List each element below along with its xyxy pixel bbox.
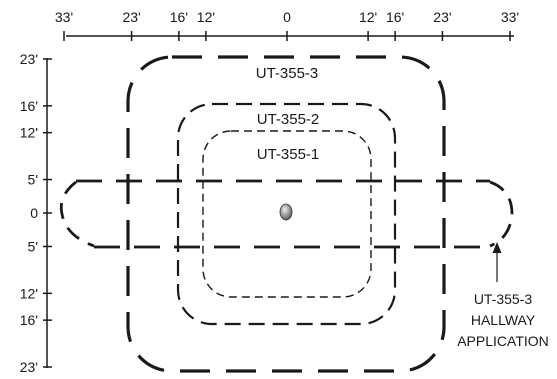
callout-line-3: APPLICATION: [457, 333, 549, 349]
y-tick-label: 16': [20, 98, 38, 114]
callout-arrowhead-icon: [492, 242, 502, 253]
x-tick-label: 33': [501, 9, 519, 25]
y-tick-label: 12': [20, 125, 38, 141]
x-axis: 33' 23' 16' 12' 0 12' 16' 23' 33': [55, 9, 519, 41]
x-tick-label: 0: [283, 9, 291, 25]
sensor-icon: [279, 203, 293, 221]
y-tick-label: 0: [30, 205, 38, 221]
zone-label-ut-355-2-text: UT-355-2: [257, 111, 320, 128]
y-axis: 23' 16' 12' 5' 0 5' 12' 16' 23': [20, 51, 52, 375]
zone-label-ut-355-1-text: UT-355-1: [257, 146, 320, 163]
y-tick-label: 23': [20, 359, 38, 375]
y-tick-label: 16': [20, 312, 38, 328]
zone-label-ut-355-3-text: UT-355-3: [256, 65, 319, 82]
x-tick-label: 16': [170, 9, 188, 25]
x-tick-label: 33': [55, 9, 73, 25]
hallway-right-cap: [489, 180, 514, 248]
y-tick-label: 5': [28, 172, 38, 188]
x-tick-label: 12': [197, 9, 215, 25]
zone-label-ut-355-1: UT-355-1: [250, 144, 326, 163]
zone-label-ut-355-1-backing: [250, 144, 326, 163]
zone-ut-355-2-outline: [176, 102, 397, 326]
zone-label-ut-355-3: UT-355-3: [250, 63, 326, 82]
x-tick-label: 23': [433, 9, 451, 25]
x-tick-label: 16': [386, 9, 404, 25]
x-tick-label: 23': [122, 9, 140, 25]
zone-ut-355-3-outline: [126, 55, 446, 373]
zone-label-ut-355-2: UT-355-2: [250, 110, 326, 129]
y-tick-label: 12': [20, 285, 38, 301]
x-axis-ticks: 33' 23' 16' 12' 0 12' 16' 23' 33': [55, 9, 519, 41]
hallway-callout: UT-355-3 HALLWAY APPLICATION: [457, 242, 549, 349]
hallway-zone: [59, 179, 514, 249]
callout-line-1: UT-355-3: [474, 291, 533, 307]
zone-ut-355-1-outline: [202, 130, 372, 298]
hallway-left-cap: [59, 180, 95, 248]
y-axis-ticks: 23' 16' 12' 5' 0 5' 12' 16' 23': [20, 51, 52, 375]
y-tick-label: 5': [28, 238, 38, 254]
zone-label-ut-355-3-backing: [250, 63, 326, 82]
x-tick-label: 12': [359, 9, 377, 25]
callout-line-2: HALLWAY: [471, 312, 536, 328]
zone-label-ut-355-2-backing: [250, 110, 326, 129]
y-tick-label: 23': [20, 51, 38, 67]
